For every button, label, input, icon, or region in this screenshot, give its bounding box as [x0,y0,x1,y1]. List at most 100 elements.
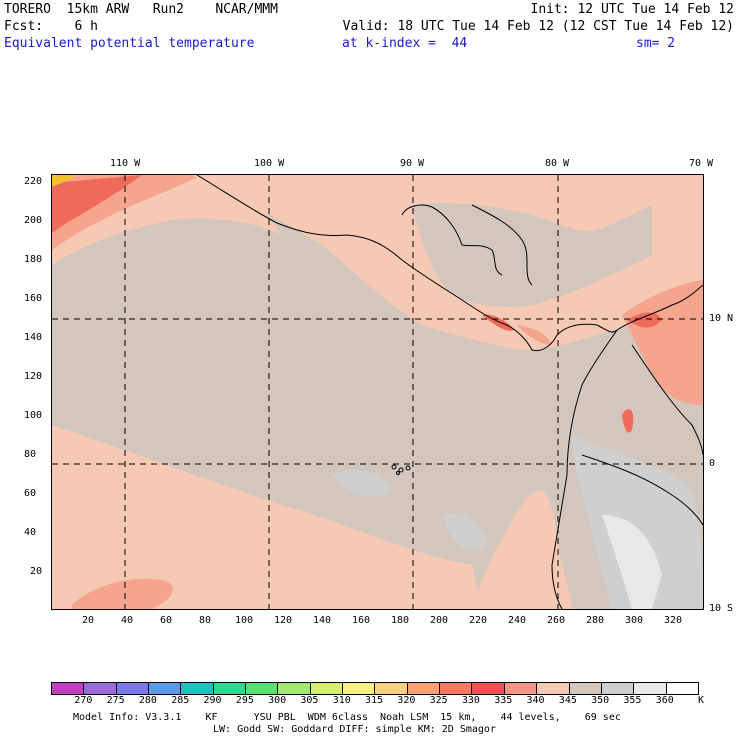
x-tick: 260 [547,615,566,626]
colorbar-swatch [181,683,214,694]
colorbar-swatch [278,683,311,694]
gray-region-south-america [572,435,703,609]
colorbar-label: 360 [655,695,674,706]
lat-label: 10 S [709,603,734,614]
y-tick: 180 [24,254,43,265]
colorbar-swatch [440,683,473,694]
map-canvas [52,175,703,609]
x-tick: 100 [235,615,254,626]
galapagos-islands [391,464,411,475]
colorbar-swatch [407,683,441,694]
level-text: at k-index = 44 [342,36,468,51]
lon-label: 110 W [110,158,141,169]
y-tick: 160 [24,293,43,304]
lat-label: 10 N [709,313,734,324]
island [405,465,411,471]
lon-label: 100 W [254,158,285,169]
island [391,464,397,470]
peak-corner [52,175,77,187]
colorbar-swatch [213,683,247,694]
x-tick: 160 [352,615,371,626]
y-tick: 220 [24,176,43,187]
colorbar-label: 285 [171,695,190,706]
x-tick: 20 [82,615,95,626]
colorbar-label: 330 [461,695,480,706]
x-tick: 120 [274,615,293,626]
y-tick: 120 [24,371,43,382]
colorbar-unit: K [698,695,705,706]
colorbar-label: 345 [558,695,577,706]
y-tick: 200 [24,215,43,226]
border-central-america [471,204,533,286]
border-colombia [631,344,703,456]
y-tick: 40 [24,527,37,538]
colorbar-label: 280 [138,695,157,706]
x-tick: 40 [121,615,134,626]
colorbar-swatch [634,683,667,694]
colorbar-label: 305 [300,695,319,706]
light-region-andes [602,515,662,609]
y-tick: 100 [24,410,43,421]
colorbar-swatch [472,683,505,694]
colorbar-swatch [375,683,408,694]
coastline-south-america [551,329,618,609]
gridlines [52,175,703,609]
colorbar-label: 270 [74,695,93,706]
warm-core-northwest [52,175,142,233]
warm-region-south-center [312,567,467,609]
coastlines [196,175,703,609]
colorbar-label: 325 [429,695,448,706]
x-tick: 300 [625,615,644,626]
lat-label: 0 [709,458,716,469]
x-tick: 320 [664,615,683,626]
x-tick: 200 [430,615,449,626]
x-tick: 280 [586,615,605,626]
colorbar-label: 300 [268,695,287,706]
colorbar-swatch [310,683,344,694]
gray-patch-ocean-south [442,513,487,550]
colorbar-swatch [601,683,635,694]
colorbar-swatch [666,683,698,694]
colorbar-label: 275 [106,695,125,706]
field-name: Equivalent potential temperature [4,36,255,51]
warm-core-interior [622,409,634,433]
run-title: TORERO 15km ARW Run2 NCAR/MMM [4,2,278,17]
colorbar [51,682,699,695]
lon-label: 90 W [400,158,425,169]
physics-info: LW: Godd SW: Goddard DIFF: simple KM: 2D… [213,724,496,735]
warm-core-colombia [627,312,662,328]
warm-region-colombia [622,280,703,405]
colorbar-label: 310 [332,695,351,706]
smoothing-text: sm= 2 [636,36,676,51]
warm-patch-southwest [72,578,173,609]
colorbar-swatch [116,683,150,694]
warm-region-southwest [52,425,482,609]
colorbar-label: 350 [591,695,610,706]
colorbar-swatch [246,683,279,694]
colorbar-label: 340 [526,695,545,706]
y-tick: 20 [30,566,43,577]
map-panel[interactable] [51,174,704,610]
forecast-hour: Fcst: 6 h [4,19,98,34]
colorbar-swatch [569,683,602,694]
x-tick: 240 [508,615,527,626]
model-info: Model Info: V3.3.1 KF YSU PBL WDM 6class… [73,712,621,723]
colorbar-label: 295 [235,695,254,706]
colorbar-swatch [343,683,376,694]
y-tick: 60 [24,488,37,499]
x-tick: 220 [469,615,488,626]
x-tick: 140 [313,615,332,626]
island [396,471,400,475]
x-tick: 180 [391,615,410,626]
colorbar-label: 315 [365,695,384,706]
init-time: Init: 12 UTC Tue 14 Feb 12 [530,2,735,17]
coastline-central-america [196,175,618,352]
colorbar-label: 320 [397,695,416,706]
colorbar-swatch [52,683,85,694]
y-tick: 80 [24,449,37,460]
colorbar-swatch [149,683,182,694]
colorbar-label: 355 [623,695,642,706]
colorbar-label: 335 [494,695,513,706]
border-peru [581,454,703,526]
colorbar-swatch [537,683,570,694]
